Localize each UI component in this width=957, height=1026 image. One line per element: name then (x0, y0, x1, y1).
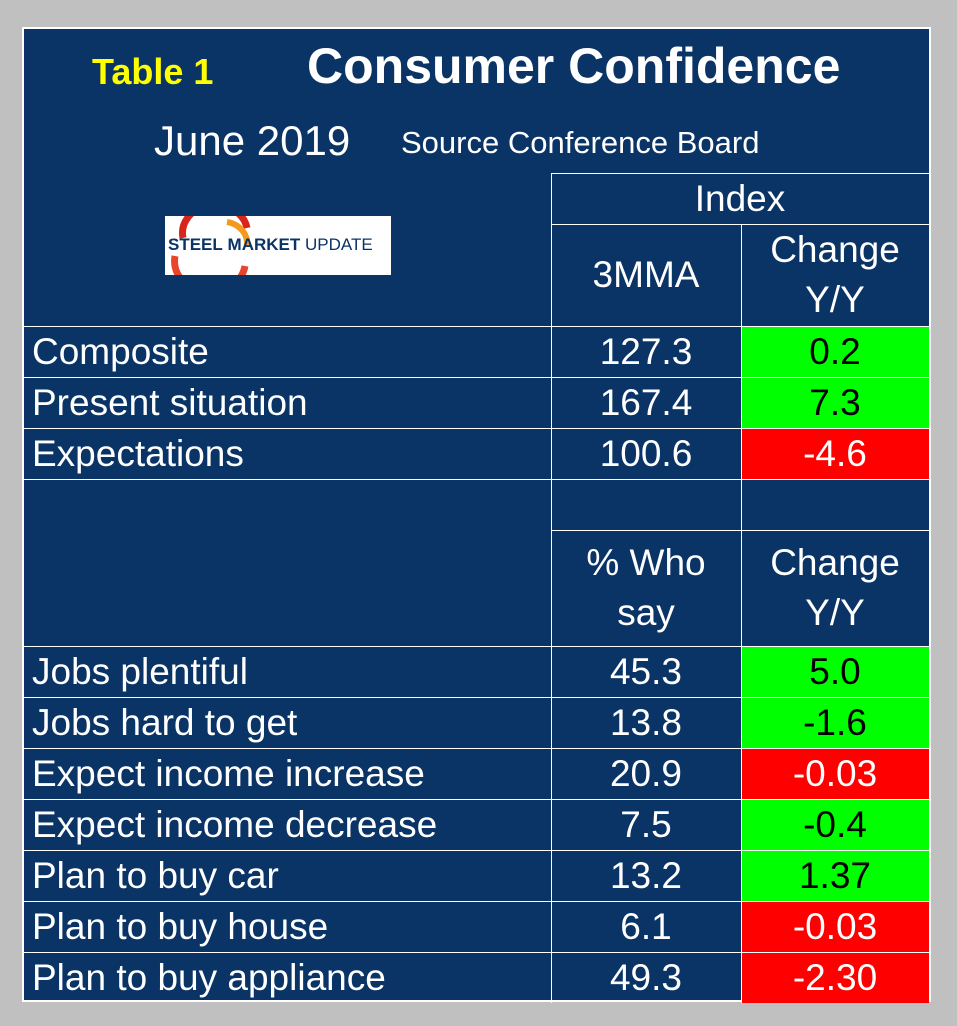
row-value: 13.8 (609, 701, 682, 743)
steel-market-update-logo: STEEL MARKET UPDATE (165, 216, 391, 275)
row-change: 7.3 (741, 377, 929, 428)
grid-line-horizontal (24, 850, 929, 851)
col-header-change-yy: Change Y/Y (770, 229, 900, 320)
grid-line-horizontal (24, 646, 929, 647)
grid-line-horizontal (24, 748, 929, 749)
logo-swoosh-icon (171, 216, 251, 275)
grid-line-horizontal (551, 224, 929, 225)
row-label: Composite (32, 330, 209, 372)
col-header-3mma: 3MMA (592, 254, 700, 295)
row-value: 167.4 (599, 381, 693, 423)
row-value: 7.5 (620, 803, 672, 845)
row-value: 49.3 (609, 956, 682, 998)
table-label: Table 1 (92, 51, 214, 92)
row-label: Present situation (32, 381, 308, 423)
logo-text-market: MARKET (227, 235, 301, 254)
table-date: June 2019 (154, 117, 351, 164)
grid-line-vertical (551, 173, 552, 1003)
row-change: 0.2 (741, 326, 929, 377)
row-change: -0.03 (741, 748, 929, 799)
row-value: 20.9 (609, 752, 682, 794)
row-label: Expect income decrease (32, 803, 438, 845)
logo-text-steel: STEEL (168, 235, 223, 254)
grid-line-horizontal (24, 901, 929, 902)
grid-line-horizontal (551, 173, 929, 174)
grid-line-horizontal (24, 326, 929, 327)
index-group-header: Index (694, 177, 786, 219)
grid-line-horizontal (24, 428, 929, 429)
consumer-confidence-table: Table 1 Consumer Confidence June 2019 So… (22, 27, 931, 1003)
row-value: 13.2 (609, 854, 682, 896)
row-change: -0.03 (741, 901, 929, 952)
row-change: 5.0 (741, 646, 929, 697)
row-label: Plan to buy house (32, 905, 329, 947)
grid-line-vertical (741, 224, 742, 1003)
grid-line-horizontal (24, 479, 929, 480)
col-header-who-say: % Who say (586, 542, 706, 633)
row-label: Jobs plentiful (32, 650, 248, 692)
row-change: -1.6 (741, 697, 929, 748)
grid-line-horizontal (24, 377, 929, 378)
row-value: 45.3 (609, 650, 682, 692)
row-label: Expectations (32, 432, 244, 474)
grid-line-horizontal (24, 799, 929, 800)
row-value: 100.6 (599, 432, 693, 474)
row-label: Expect income increase (32, 752, 425, 794)
row-label: Plan to buy appliance (32, 956, 386, 998)
table-source: Source Conference Board (401, 125, 760, 160)
grid-line-horizontal (24, 697, 929, 698)
row-change: -0.4 (741, 799, 929, 850)
row-value: 6.1 (620, 905, 672, 947)
col-header-change-yy-2: Change Y/Y (770, 542, 900, 633)
row-change: -4.6 (741, 428, 929, 479)
row-change: 1.37 (741, 850, 929, 901)
grid-line-horizontal (551, 530, 929, 531)
row-label: Jobs hard to get (32, 701, 298, 743)
row-change: -2.30 (741, 952, 929, 1003)
logo-text-update: UPDATE (304, 235, 373, 254)
row-value: 127.3 (599, 330, 693, 372)
grid-line-horizontal (24, 952, 929, 953)
table-title: Consumer Confidence (307, 38, 841, 94)
row-label: Plan to buy car (32, 854, 279, 896)
